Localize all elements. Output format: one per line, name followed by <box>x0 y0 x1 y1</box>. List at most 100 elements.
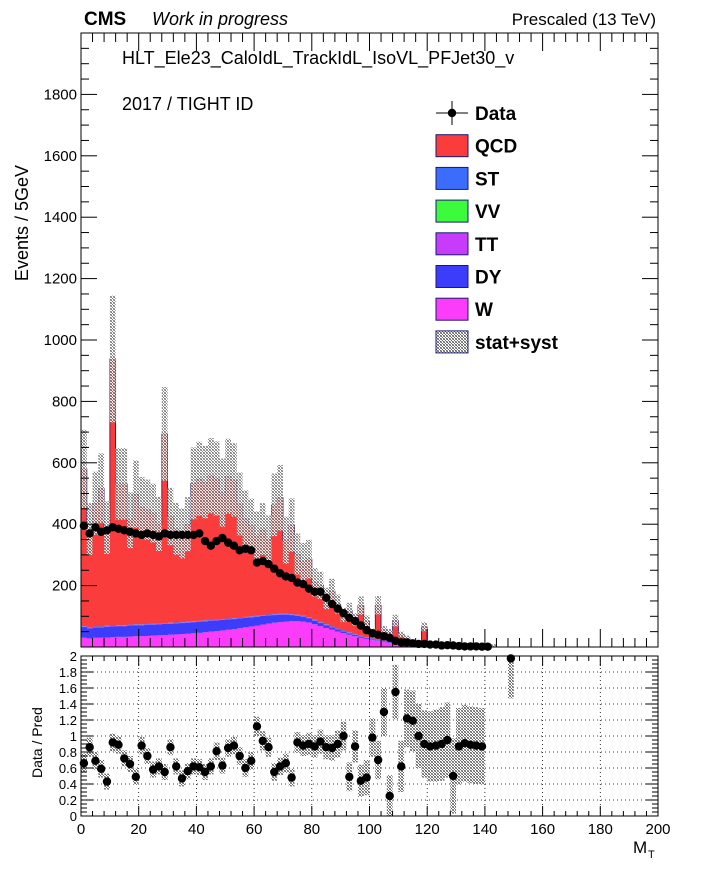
bar-dy <box>121 626 128 637</box>
y-tick-label: 600 <box>52 455 77 472</box>
bar-dy <box>340 631 347 634</box>
bar-w <box>161 635 168 647</box>
bar-qcd <box>173 528 180 623</box>
bar-dy <box>306 618 313 623</box>
bar-qcd <box>242 518 249 617</box>
bar-qcd <box>150 513 157 624</box>
bar-dy <box>86 628 93 639</box>
ratio-point <box>195 763 204 772</box>
data-point <box>466 642 475 651</box>
legend-entry-tt: TT <box>435 232 499 256</box>
y-tick-label: 1000 <box>44 332 77 349</box>
ratio-y-tick-label: 1.8 <box>59 665 77 680</box>
bar-dy <box>288 615 295 622</box>
bar-w <box>231 629 238 647</box>
bar-w <box>156 635 163 647</box>
ratio-point <box>102 777 112 786</box>
bar-st <box>115 625 122 626</box>
bar-qcd <box>352 619 359 635</box>
x-tick-label: 200 <box>645 821 670 838</box>
bar-st <box>92 626 99 628</box>
band-bin <box>317 571 324 599</box>
band-bin <box>161 387 168 481</box>
ratio-point <box>397 762 406 771</box>
legend-entry-qcd: QCD <box>435 134 517 158</box>
bar-dy <box>109 626 117 638</box>
ratio-points <box>79 654 516 801</box>
legend-swatch <box>435 166 469 190</box>
band-bin <box>202 445 208 519</box>
band-bin <box>98 453 105 524</box>
band-bin <box>294 533 301 575</box>
y-tick-label: 1400 <box>44 209 77 226</box>
bar-qcd <box>248 525 255 617</box>
bar-w <box>277 622 284 647</box>
data-point <box>85 529 94 538</box>
data-point <box>172 530 181 540</box>
band-bin <box>92 471 99 535</box>
band-bin <box>421 622 428 632</box>
data-point <box>270 564 279 573</box>
legend-marker <box>447 108 457 118</box>
bar-w <box>392 643 399 647</box>
bar-w <box>213 631 220 647</box>
legend-label: Data <box>475 104 517 125</box>
data-point <box>298 579 308 589</box>
bar-qcd <box>311 582 318 620</box>
selection-label: 2017 / TIGHT ID <box>122 94 253 114</box>
ratio-point <box>131 772 141 781</box>
bar-w <box>265 623 272 647</box>
bar-dy <box>138 625 145 637</box>
legend-entry-data: Data <box>436 101 517 125</box>
bar-dy <box>386 642 393 643</box>
ratio-point <box>137 741 146 750</box>
ratio-point <box>79 759 89 768</box>
band-bin <box>346 602 353 619</box>
bar-w <box>127 636 134 647</box>
bar-dy <box>363 638 370 640</box>
ratio-point <box>258 736 267 745</box>
bar-st <box>294 614 301 616</box>
band-bin <box>277 464 283 531</box>
bar-qcd <box>132 494 140 625</box>
bar-dy <box>156 624 163 636</box>
bar-qcd <box>259 529 267 616</box>
bar-w <box>346 634 353 647</box>
bar-st <box>242 616 249 618</box>
bar-dy <box>144 624 151 636</box>
bar-st <box>346 632 353 633</box>
bar-w <box>248 626 255 647</box>
band-bin <box>144 479 151 540</box>
band-bin <box>265 515 272 563</box>
bar-dy <box>265 615 272 624</box>
ratio-point <box>385 791 394 801</box>
ratio-y-axis-title: Data / Pred <box>29 707 45 778</box>
bar-qcd <box>300 561 307 616</box>
bar-dy <box>323 625 330 628</box>
y-tick-label: 1200 <box>44 271 77 288</box>
ratio-y-tick-label: 0.8 <box>59 745 77 760</box>
band-bin <box>282 516 289 564</box>
bar-w <box>184 633 192 647</box>
bar-w <box>271 622 278 647</box>
bar-dy <box>334 629 342 632</box>
bar-qcd <box>236 503 243 618</box>
bar-st <box>271 614 278 615</box>
band-bin <box>329 578 335 604</box>
band-bin <box>213 441 220 516</box>
data-point <box>414 639 423 649</box>
band-bin <box>242 490 249 547</box>
bar-dy <box>248 617 255 627</box>
bar-w <box>369 640 376 647</box>
data-point <box>310 587 319 596</box>
data-point <box>79 521 89 530</box>
ratio-point <box>408 716 417 725</box>
bar-st <box>357 635 365 637</box>
main-x-axis <box>80 33 659 647</box>
band-bin <box>115 448 122 520</box>
bar-w <box>381 642 388 647</box>
band-bin <box>311 567 318 597</box>
bar-st <box>219 619 226 620</box>
data-point <box>195 529 204 538</box>
data-point <box>287 573 296 583</box>
